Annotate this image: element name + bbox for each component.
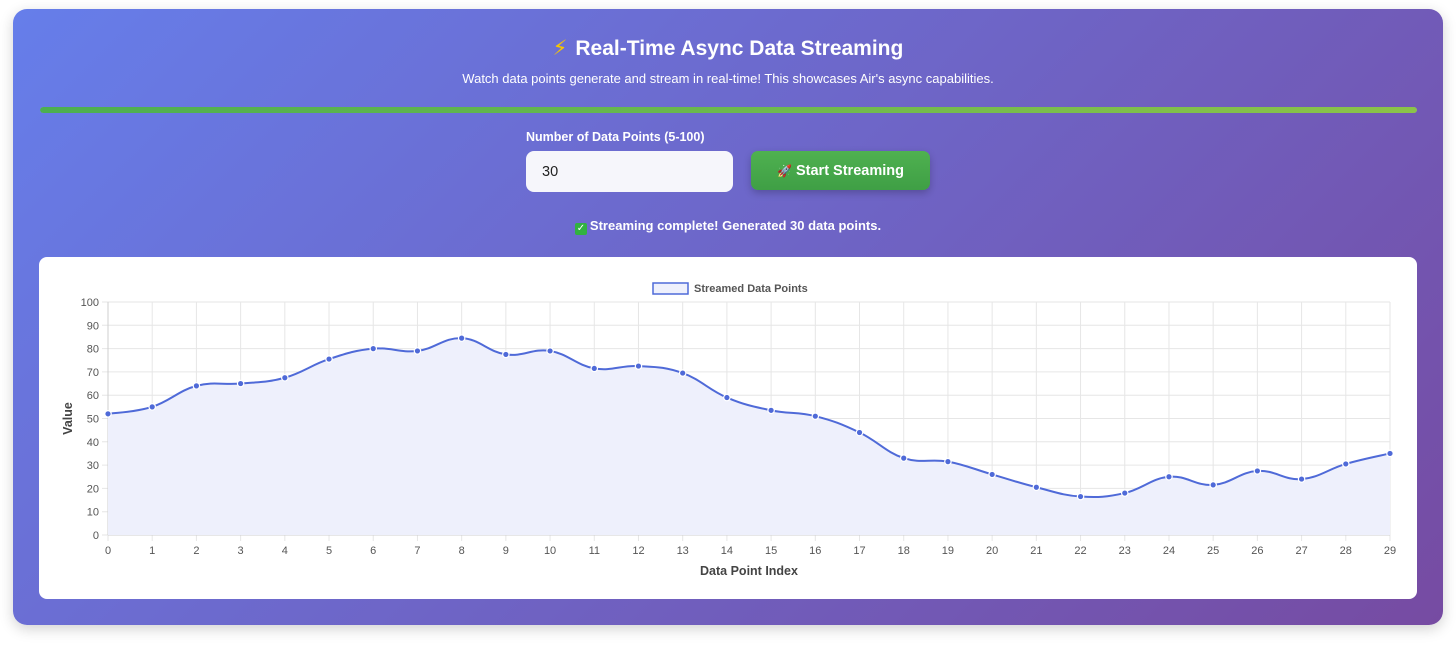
streaming-card: ⚡ Real-Time Async Data Streaming Watch da…: [13, 9, 1443, 625]
x-tick-label: 13: [677, 545, 689, 557]
data-point[interactable]: [811, 412, 820, 420]
data-point[interactable]: [457, 334, 466, 342]
status-message: ✓ Streaming complete! Generated 30 data p…: [13, 218, 1443, 235]
x-tick-label: 26: [1251, 545, 1263, 557]
x-tick-label: 7: [414, 545, 420, 557]
x-tick-label: 16: [809, 545, 821, 557]
data-point[interactable]: [192, 382, 201, 390]
legend-swatch: [652, 282, 689, 295]
x-tick-label: 8: [459, 545, 465, 557]
data-point[interactable]: [590, 364, 599, 373]
x-tick-label: 15: [765, 545, 777, 557]
y-tick-label: 60: [87, 390, 99, 402]
y-tick-label: 80: [87, 344, 99, 356]
data-point[interactable]: [1386, 449, 1394, 458]
progress-bar: [40, 107, 1417, 113]
y-tick-label: 20: [87, 483, 99, 495]
data-point[interactable]: [281, 373, 289, 382]
page-title: ⚡ Real-Time Async Data Streaming: [13, 36, 1443, 61]
data-point[interactable]: [413, 347, 422, 355]
y-axis-title: Value: [61, 402, 75, 435]
x-tick-label: 12: [632, 545, 644, 557]
rocket-icon: 🚀: [777, 163, 792, 178]
x-tick-label: 0: [105, 545, 111, 557]
data-point[interactable]: [678, 369, 687, 377]
x-tick-label: 2: [193, 545, 199, 557]
data-point[interactable]: [1032, 483, 1041, 492]
data-points-label: Number of Data Points (5-100): [526, 130, 705, 144]
data-point[interactable]: [723, 393, 731, 402]
start-streaming-label: Start Streaming: [795, 162, 904, 179]
x-tick-label: 28: [1340, 545, 1352, 557]
x-tick-label: 24: [1163, 545, 1175, 557]
page-title-text: Real-Time Async Data Streaming: [575, 37, 904, 60]
data-point[interactable]: [899, 454, 908, 462]
x-tick-label: 29: [1384, 545, 1396, 557]
x-tick-label: 6: [370, 545, 376, 557]
data-points-input[interactable]: [526, 151, 733, 192]
legend-label: Streamed Data Points: [694, 283, 808, 295]
x-tick-label: 22: [1074, 545, 1086, 557]
y-tick-label: 40: [87, 437, 99, 449]
chart-legend: Streamed Data Points: [652, 282, 808, 295]
data-point[interactable]: [944, 457, 952, 466]
x-tick-label: 10: [544, 545, 556, 557]
x-tick-label: 23: [1119, 545, 1131, 557]
y-tick-label: 70: [87, 367, 99, 379]
data-point[interactable]: [1253, 467, 1262, 475]
x-tick-label: 14: [721, 545, 733, 557]
lightning-icon: ⚡: [552, 37, 568, 60]
x-axis-title: Data Point Index: [700, 564, 798, 578]
data-point[interactable]: [104, 410, 112, 418]
y-tick-label: 0: [93, 530, 99, 542]
data-point[interactable]: [1341, 460, 1350, 468]
x-tick-label: 9: [503, 545, 509, 557]
data-point[interactable]: [1120, 489, 1129, 497]
x-tick-label: 25: [1207, 545, 1219, 557]
data-point[interactable]: [1165, 472, 1173, 481]
data-point[interactable]: [1297, 475, 1306, 483]
y-tick-label: 90: [87, 320, 99, 332]
data-point[interactable]: [546, 347, 554, 355]
x-tick-label: 1: [149, 545, 155, 557]
data-point[interactable]: [369, 344, 378, 353]
check-icon: ✓: [574, 223, 587, 235]
x-tick-label: 18: [898, 545, 910, 557]
series-line: [107, 337, 1391, 499]
chart-panel: 0 10 20 30 40 50 60 70 80 90 100 0 1 2 3 4 5 6 7 8 9 10 11 12 1…: [39, 257, 1417, 599]
y-tick-label: 100: [81, 297, 99, 309]
x-tick-label: 4: [282, 545, 288, 557]
start-streaming-button[interactable]: 🚀 Start Streaming: [751, 151, 930, 190]
data-point[interactable]: [325, 355, 333, 363]
x-tick-label: 17: [853, 545, 865, 557]
data-point[interactable]: [988, 470, 996, 479]
y-tick-label: 10: [87, 507, 99, 519]
data-point[interactable]: [634, 362, 643, 370]
x-tick-label: 19: [942, 545, 954, 557]
x-tick-label: 21: [1030, 545, 1042, 557]
data-point[interactable]: [236, 379, 245, 388]
page-subtitle: Watch data points generate and stream in…: [462, 71, 994, 86]
data-point[interactable]: [148, 403, 157, 411]
x-tick-label: 20: [986, 545, 998, 557]
x-tick-label: 5: [326, 545, 332, 557]
data-point[interactable]: [502, 350, 510, 359]
data-point[interactable]: [1209, 481, 1217, 489]
progress-bar-fill: [40, 107, 1417, 113]
x-tick-label: 3: [238, 545, 244, 557]
y-tick-label: 50: [87, 414, 99, 426]
data-point[interactable]: [1076, 492, 1085, 501]
data-point[interactable]: [767, 406, 775, 415]
series-area: [108, 338, 1390, 535]
x-tick-label: 27: [1295, 545, 1307, 557]
y-tick-label: 30: [87, 460, 99, 472]
x-tick-label: 11: [589, 545, 600, 557]
status-text: Streaming complete! Generated 30 data po…: [589, 218, 882, 233]
data-point[interactable]: [855, 428, 864, 437]
